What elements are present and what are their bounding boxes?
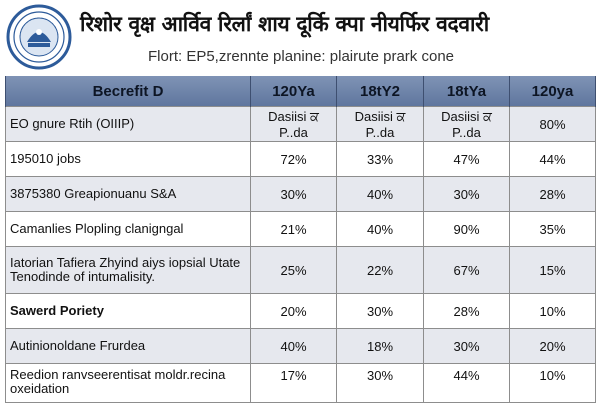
column-header: 120ya <box>509 76 596 107</box>
table-cell: 30% <box>250 176 337 212</box>
column-header: 18tY2 <box>336 76 424 107</box>
table-cell: 35% <box>509 211 596 247</box>
table-cell: 21% <box>250 211 337 247</box>
table-cell: 30% <box>423 176 510 212</box>
table-header-row: Becrefit D 120Ya 18tY2 18tYa 120ya <box>5 76 596 107</box>
row-label: Reedion ranvseerentisat moldr.recina oxe… <box>5 363 251 403</box>
table-cell: 10% <box>509 363 596 403</box>
row-label: 195010 jobs <box>5 141 251 177</box>
table-row: Autinionoldane Frurdea 40% 18% 30% 20% <box>5 328 596 364</box>
document-subtitle: Flort: EP5,zrennte planine: plairute pra… <box>148 48 454 65</box>
table-cell: 33% <box>336 141 424 177</box>
table-cell: 44% <box>423 363 510 403</box>
row-label: Autinionoldane Frurdea <box>5 328 251 364</box>
table-cell: 22% <box>336 246 424 294</box>
table-row: Reedion ranvseerentisat moldr.recina oxe… <box>5 363 596 403</box>
table-row: 3875380 Greapionuanu S&A 30% 40% 30% 28% <box>5 176 596 212</box>
government-seal-icon <box>6 4 72 70</box>
table-cell: 20% <box>250 293 337 329</box>
table-cell: 10% <box>509 293 596 329</box>
table-cell: 30% <box>336 293 424 329</box>
table-cell: 30% <box>336 363 424 403</box>
row-label: Sawerd Poriety <box>5 293 251 329</box>
column-header-benefit: Becrefit D <box>5 76 251 107</box>
table-cell: 28% <box>509 176 596 212</box>
row-label: EO gnure Rtih (OIIIP) <box>5 106 251 142</box>
table-cell: 40% <box>336 176 424 212</box>
table-cell: 18% <box>336 328 424 364</box>
table-row: Sawerd Poriety 20% 30% 28% 10% <box>5 293 596 329</box>
table-cell: Dasiisi ਕ P..da <box>250 106 337 142</box>
column-header: 18tYa <box>423 76 510 107</box>
benefit-table: Becrefit D 120Ya 18tY2 18tYa 120ya EO gn… <box>5 76 596 403</box>
table-row: Camanlies Plopling clanigngal 21% 40% 90… <box>5 211 596 247</box>
table-row: 195010 jobs 72% 33% 47% 44% <box>5 141 596 177</box>
table-cell: 90% <box>423 211 510 247</box>
table-cell: Dasiisi ਕ P..da <box>423 106 510 142</box>
document-header: रिशोर वृक्ष आर्विव रिर्लां शाय दूर्कि क्… <box>0 0 600 80</box>
table-cell: 30% <box>423 328 510 364</box>
row-label: Iatorian Tafiera Zhyind aiys iopsial Uta… <box>5 246 251 294</box>
table-row: EO gnure Rtih (OIIIP) Dasiisi ਕ P..da Da… <box>5 106 596 142</box>
table-cell: 72% <box>250 141 337 177</box>
table-cell: 15% <box>509 246 596 294</box>
table-cell: 40% <box>250 328 337 364</box>
column-header: 120Ya <box>250 76 337 107</box>
table-cell: 44% <box>509 141 596 177</box>
table-cell: 67% <box>423 246 510 294</box>
table-cell: 25% <box>250 246 337 294</box>
document-title: रिशोर वृक्ष आर्विव रिर्लां शाय दूर्कि क्… <box>80 12 489 36</box>
table-row: Iatorian Tafiera Zhyind aiys iopsial Uta… <box>5 246 596 294</box>
table-cell: Dasiisi ਕ P..da <box>336 106 424 142</box>
table-cell: 80% <box>509 106 596 142</box>
table-cell: 47% <box>423 141 510 177</box>
row-label: Camanlies Plopling clanigngal <box>5 211 251 247</box>
table-cell: 28% <box>423 293 510 329</box>
table-cell: 40% <box>336 211 424 247</box>
row-label: 3875380 Greapionuanu S&A <box>5 176 251 212</box>
table-cell: 17% <box>250 363 337 403</box>
table-cell: 20% <box>509 328 596 364</box>
